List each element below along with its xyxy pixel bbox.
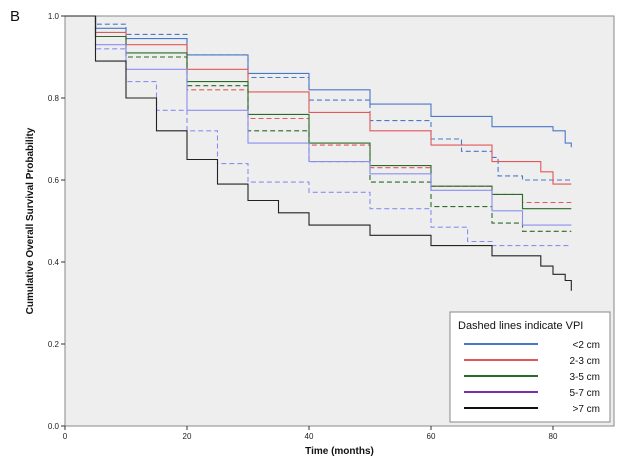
series-line-5-7-cm-solid bbox=[65, 15, 572, 226]
legend-label: 3-5 cm bbox=[569, 372, 600, 383]
legend-label: >7 cm bbox=[572, 404, 600, 415]
y-tick-label: 0.2 bbox=[48, 340, 60, 349]
panel-label: B bbox=[10, 8, 21, 25]
legend-label: 5-7 cm bbox=[569, 388, 600, 399]
y-tick-label: 0.4 bbox=[48, 258, 60, 267]
x-axis-title: Time (months) bbox=[305, 446, 374, 457]
legend-box bbox=[449, 311, 611, 423]
x-tick-label: 0 bbox=[63, 432, 68, 441]
legend-label: 2-3 cm bbox=[569, 356, 600, 367]
series-line-3-5-cm-dashed bbox=[65, 15, 572, 232]
legend-title: Dashed lines indicate VPI bbox=[458, 320, 583, 332]
series-line-7-cm-solid bbox=[65, 15, 572, 291]
y-tick-label: 1.0 bbox=[48, 12, 60, 21]
x-tick-label: 60 bbox=[427, 432, 436, 441]
legend-label: <2 cm bbox=[572, 340, 600, 351]
x-tick-label: 20 bbox=[183, 432, 192, 441]
x-tick-label: 80 bbox=[549, 432, 558, 441]
y-tick-label: 0.0 bbox=[48, 422, 60, 431]
y-tick-label: 0.8 bbox=[48, 94, 60, 103]
y-axis-title: Cumulative Overall Survival Probability bbox=[25, 127, 36, 314]
y-tick-label: 0.6 bbox=[48, 176, 60, 185]
x-tick-label: 40 bbox=[305, 432, 314, 441]
